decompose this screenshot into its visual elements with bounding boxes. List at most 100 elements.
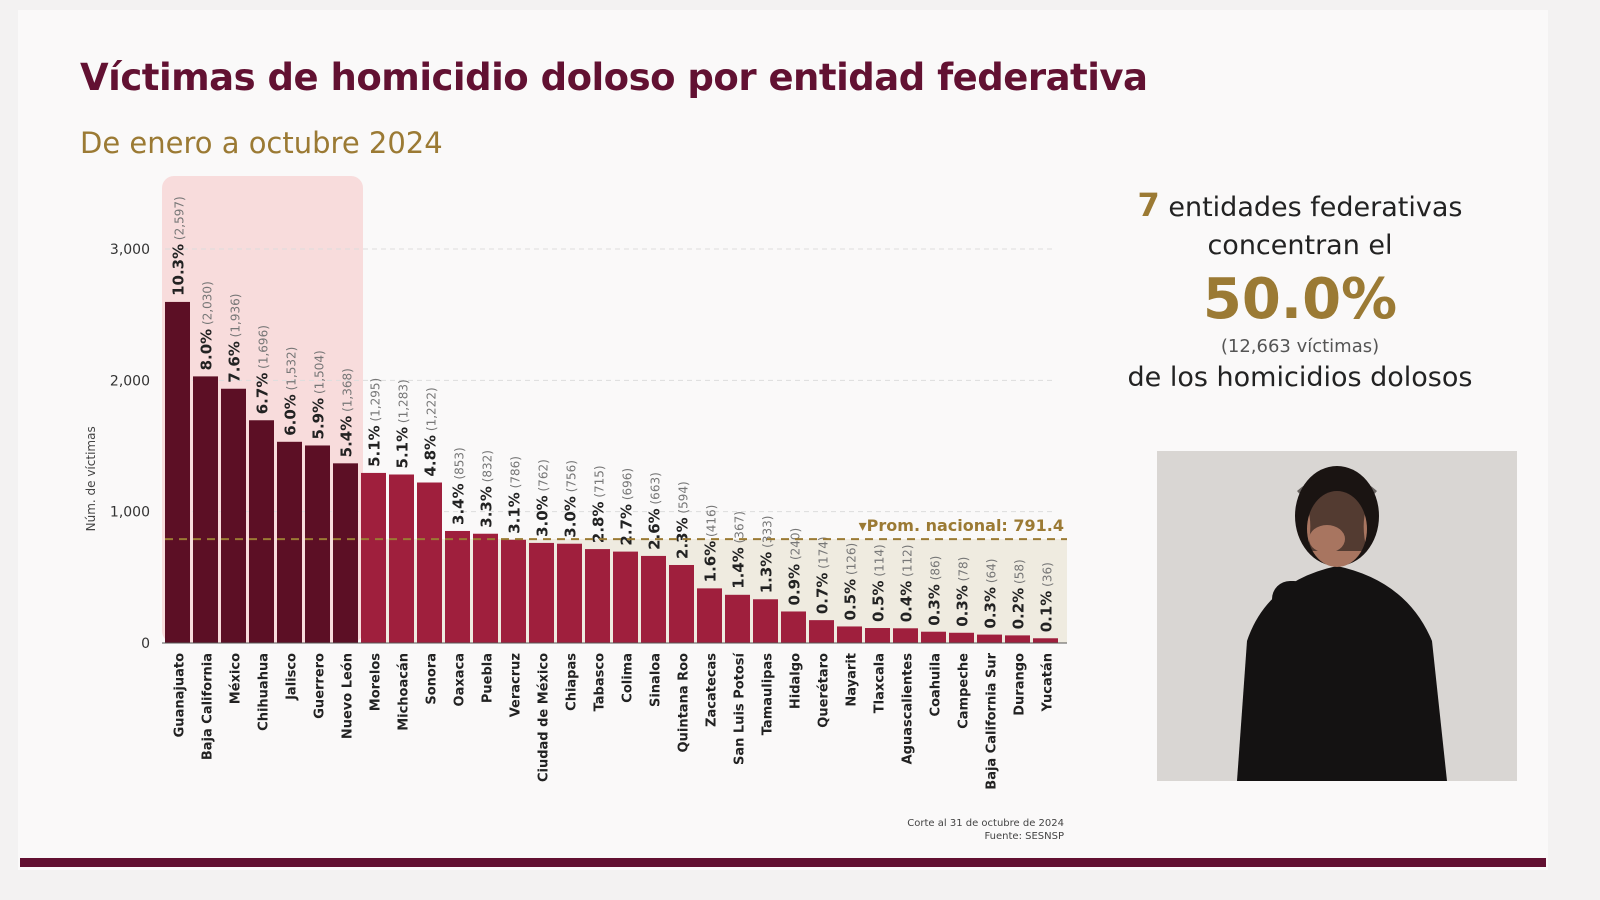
count-label: (126)	[845, 543, 859, 579]
x-category-label: Chihuahua	[257, 653, 272, 731]
bar-zacatecas	[697, 588, 722, 643]
percent-label: 0.5%	[842, 579, 860, 621]
summary-count: 7	[1137, 186, 1160, 224]
page-subtitle: De enero a octubre 2024	[80, 126, 443, 160]
bar-value-label: 6.0% (1,532)	[282, 347, 300, 436]
x-category-label: Tabasco	[593, 653, 608, 711]
count-label: (1,504)	[313, 350, 327, 398]
bar-value-label: 0.3% (78)	[954, 557, 972, 627]
bar-puebla	[473, 533, 498, 643]
x-category-label: Oaxaca	[453, 653, 468, 706]
percent-label: 0.3%	[926, 584, 944, 626]
cut-date: Corte al 31 de octubre de 2024	[907, 818, 1064, 829]
bar-value-label: 3.3% (832)	[478, 450, 496, 528]
count-label: (715)	[593, 465, 607, 501]
sign-language-interpreter-video	[1157, 451, 1517, 781]
bar-value-label: 3.0% (756)	[562, 460, 580, 538]
percent-label: 1.3%	[758, 552, 776, 594]
count-label: (174)	[817, 536, 831, 572]
percent-label: 2.8%	[590, 501, 608, 543]
bar-value-label: 0.3% (64)	[982, 559, 1000, 629]
percent-label: 0.5%	[870, 580, 888, 622]
count-label: (112)	[901, 545, 915, 581]
bar-campeche	[949, 632, 974, 643]
percent-label: 0.1%	[1038, 591, 1056, 633]
count-label: (1,696)	[257, 325, 271, 373]
count-label: (86)	[929, 556, 943, 584]
bar-aguascalientes	[893, 628, 918, 643]
x-category-label: Quintana Roo	[677, 653, 692, 752]
x-category-label: Jalisco	[285, 653, 300, 701]
percent-label: 3.4%	[450, 483, 468, 525]
x-category-label: Querétaro	[817, 653, 832, 728]
bar-durango	[1005, 635, 1030, 643]
summary-panel: 7 entidades federativas concentran el 50…	[1090, 186, 1510, 397]
x-category-label: Campeche	[957, 653, 972, 729]
x-category-label: Colima	[621, 653, 636, 703]
count-label: (64)	[985, 559, 999, 587]
bar-value-label: 5.1% (1,283)	[394, 379, 412, 468]
bar-yucatán	[1033, 638, 1058, 643]
bar-value-label: 3.4% (853)	[450, 447, 468, 525]
x-category-label: Veracruz	[509, 653, 524, 717]
bar-michoacán	[389, 474, 414, 643]
count-label: (240)	[789, 528, 803, 564]
percent-label: 7.6%	[226, 341, 244, 383]
bar-value-label: 2.7% (696)	[618, 468, 636, 546]
bar-value-label: 0.5% (114)	[870, 544, 888, 622]
count-label: (333)	[761, 516, 775, 552]
percent-label: 3.3%	[478, 486, 496, 528]
percent-label: 0.3%	[982, 587, 1000, 629]
x-category-label: Yucatán	[1041, 653, 1056, 712]
bar-oaxaca	[445, 530, 470, 643]
bar-value-label: 0.9% (240)	[786, 528, 804, 606]
count-label: (663)	[649, 472, 663, 508]
page-title: Víctimas de homicidio doloso por entidad…	[80, 56, 1148, 99]
x-category-label: Guanajuato	[173, 653, 188, 737]
count-label: (696)	[621, 468, 635, 504]
bar-value-label: 2.3% (594)	[674, 481, 692, 559]
percent-label: 0.4%	[898, 581, 916, 623]
bar-guanajuato	[165, 301, 190, 643]
count-label: (1,283)	[397, 379, 411, 427]
percent-label: 6.0%	[282, 394, 300, 436]
percent-label: 5.1%	[394, 427, 412, 469]
summary-line3: de los homicidios dolosos	[1127, 362, 1473, 393]
percent-label: 4.8%	[422, 435, 440, 477]
bar-value-label: 8.0% (2,030)	[198, 281, 216, 370]
bar-baja-california	[193, 376, 218, 643]
x-category-label: San Luis Potosí	[733, 651, 748, 765]
percent-label: 1.6%	[702, 541, 720, 583]
percent-label: 1.4%	[730, 547, 748, 589]
bar-hidalgo	[781, 611, 806, 643]
bar-veracruz	[501, 539, 526, 643]
percent-label: 5.9%	[310, 398, 328, 440]
bar-baja-california-sur	[977, 634, 1002, 643]
x-category-label: Morelos	[369, 653, 384, 711]
x-category-label: México	[229, 653, 244, 704]
count-label: (2,597)	[173, 196, 187, 244]
bar-value-label: 0.2% (58)	[1010, 559, 1028, 629]
bar-value-label: 5.4% (1,368)	[338, 368, 356, 457]
summary-percent: 50.0%	[1202, 267, 1398, 332]
bar-tabasco	[585, 549, 610, 643]
interpreter-figure	[1157, 451, 1517, 781]
x-category-label: Aguascalientes	[901, 653, 916, 765]
bar-tlaxcala	[865, 628, 890, 643]
bar-san-luis-potosí	[725, 594, 750, 643]
x-category-label: Guerrero	[313, 653, 328, 719]
count-label: (1,368)	[341, 368, 355, 416]
bar-value-label: 6.7% (1,696)	[254, 325, 272, 414]
x-category-label: Coahuila	[929, 653, 944, 716]
x-category-label: Nayarit	[845, 653, 860, 707]
bar-value-label: 0.3% (86)	[926, 556, 944, 626]
national-average-label: ▾Prom. nacional: 791.4	[859, 516, 1064, 535]
bar-querétaro	[809, 620, 834, 643]
count-label: (416)	[705, 505, 719, 541]
x-category-label: Baja California	[201, 653, 216, 760]
percent-label: 3.0%	[534, 495, 552, 537]
bar-value-label: 0.1% (36)	[1038, 562, 1056, 632]
count-label: (114)	[873, 544, 887, 580]
bar-value-label: 5.1% (1,295)	[366, 378, 384, 467]
count-label: (1,295)	[369, 378, 383, 426]
